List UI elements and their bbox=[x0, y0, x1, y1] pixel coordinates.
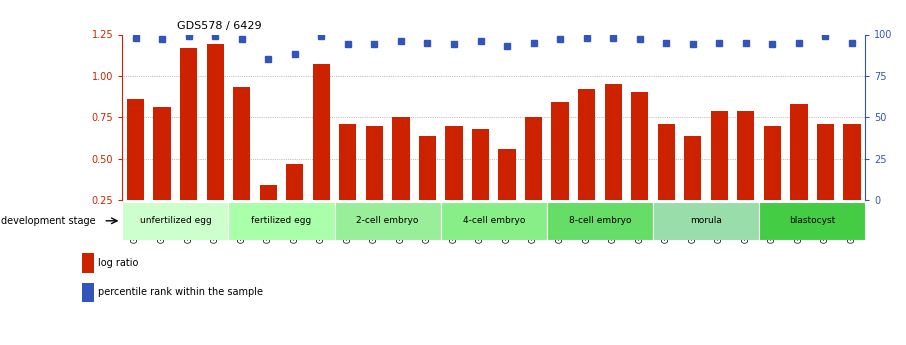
Bar bbox=[419, 136, 436, 242]
Bar bbox=[498, 149, 516, 242]
Bar bbox=[313, 64, 330, 242]
Bar bbox=[817, 124, 834, 242]
Bar bbox=[631, 92, 649, 242]
Text: 4-cell embryo: 4-cell embryo bbox=[463, 216, 525, 225]
Bar bbox=[547, 202, 653, 240]
Bar bbox=[82, 253, 94, 273]
Bar bbox=[339, 124, 356, 242]
Bar bbox=[604, 84, 622, 242]
Bar bbox=[440, 202, 547, 240]
Bar bbox=[334, 202, 440, 240]
Bar bbox=[578, 89, 595, 242]
Text: fertilized egg: fertilized egg bbox=[251, 216, 312, 225]
Text: percentile rank within the sample: percentile rank within the sample bbox=[98, 287, 263, 297]
Text: 8-cell embryo: 8-cell embryo bbox=[569, 216, 631, 225]
Bar bbox=[843, 124, 861, 242]
Text: log ratio: log ratio bbox=[98, 258, 139, 268]
Bar bbox=[790, 104, 807, 241]
Bar bbox=[228, 202, 334, 240]
Bar bbox=[122, 202, 228, 240]
Bar bbox=[286, 164, 304, 242]
Text: unfertilized egg: unfertilized egg bbox=[140, 216, 211, 225]
Text: 2-cell embryo: 2-cell embryo bbox=[356, 216, 419, 225]
Bar bbox=[653, 202, 759, 240]
Bar bbox=[472, 129, 489, 242]
Bar bbox=[82, 283, 94, 302]
Bar bbox=[207, 45, 224, 241]
Bar bbox=[446, 126, 463, 242]
Text: development stage: development stage bbox=[1, 216, 95, 226]
Text: blastocyst: blastocyst bbox=[789, 216, 835, 225]
Bar bbox=[552, 102, 569, 242]
Bar bbox=[710, 111, 728, 242]
Bar bbox=[127, 99, 144, 241]
Bar bbox=[233, 88, 250, 241]
Text: GDS578 / 6429: GDS578 / 6429 bbox=[177, 21, 261, 31]
Bar bbox=[392, 117, 410, 242]
Bar bbox=[366, 126, 383, 242]
Bar bbox=[759, 202, 865, 240]
Bar bbox=[764, 126, 781, 242]
Bar bbox=[180, 48, 198, 242]
Text: morula: morula bbox=[690, 216, 722, 225]
Bar bbox=[153, 107, 170, 242]
Bar bbox=[658, 124, 675, 242]
Bar bbox=[260, 185, 277, 242]
Bar bbox=[525, 117, 542, 242]
Bar bbox=[737, 111, 755, 242]
Bar bbox=[684, 136, 701, 242]
